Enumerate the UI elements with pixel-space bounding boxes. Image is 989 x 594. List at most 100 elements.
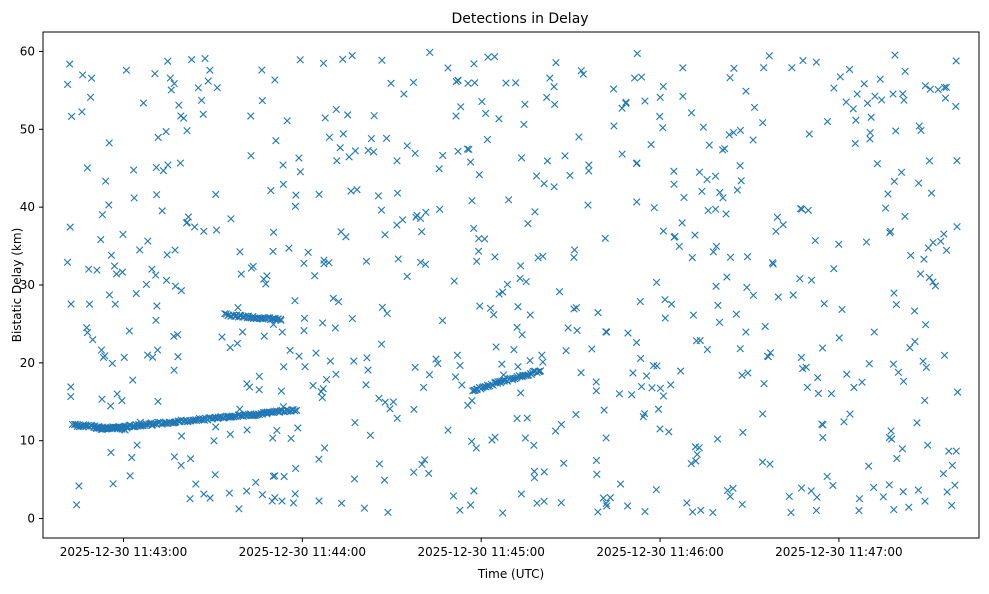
scatter-point (312, 349, 320, 357)
scatter-point (885, 481, 893, 489)
scatter-point (367, 134, 376, 143)
scatter-point (712, 242, 721, 251)
scatter-point (267, 186, 275, 195)
scatter-point (550, 183, 558, 191)
scatter-point (197, 96, 206, 105)
scatter-point (905, 503, 913, 511)
scatter-point (915, 122, 923, 130)
scatter-point (906, 251, 915, 260)
scatter-point (923, 441, 932, 449)
scatter-point (212, 423, 220, 431)
scatter-point (899, 377, 908, 386)
scatter-point (167, 86, 175, 94)
scatter-point (656, 93, 664, 102)
scatter-point (711, 205, 720, 213)
scatter-point (263, 272, 271, 280)
scatter-point (370, 111, 378, 120)
scatter-point (129, 376, 137, 384)
scatter-point (827, 389, 836, 398)
scatter-point (279, 363, 288, 371)
scatter-point (510, 346, 518, 354)
scatter-point (377, 340, 386, 348)
scatter-point (495, 115, 503, 123)
scatter-point (636, 297, 644, 306)
scatter-point (484, 53, 492, 61)
scatter-point (630, 74, 639, 82)
scatter-point (444, 64, 452, 72)
scatter-point (170, 79, 178, 88)
scatter-point (464, 79, 472, 88)
scatter-point (490, 311, 498, 319)
scatter-point (759, 64, 768, 72)
scatter-point (438, 316, 447, 325)
scatter-point (585, 161, 593, 169)
scatter-point (321, 114, 329, 122)
scatter-point (953, 388, 962, 396)
scatter-point (530, 467, 539, 476)
scatter-point (769, 260, 777, 268)
scatter-point (692, 337, 701, 345)
scatter-point (108, 359, 117, 368)
scatter-point (785, 492, 793, 501)
scatter-point (381, 230, 389, 239)
scatter-point (592, 378, 600, 386)
scatter-point (555, 288, 564, 296)
scatter-point (921, 497, 929, 505)
scatter-point (633, 49, 641, 58)
scatter-point (470, 60, 478, 68)
scatter-point (922, 363, 931, 372)
scatter-point (521, 100, 529, 108)
scatter-point (109, 480, 117, 488)
scatter-point (291, 202, 300, 211)
scatter-point (233, 339, 242, 348)
scatter-point (247, 112, 255, 120)
scatter-point (714, 301, 722, 310)
scatter-point (890, 177, 898, 186)
scatter-point (653, 362, 661, 370)
scatter-point (948, 461, 957, 470)
scatter-point (899, 90, 907, 98)
scatter-point (345, 153, 353, 161)
scatter-point (166, 74, 175, 82)
scatter-point (649, 361, 658, 370)
scatter-point (650, 204, 658, 212)
scatter-point (867, 113, 875, 121)
scatter-point (524, 219, 532, 228)
scatter-point (789, 291, 797, 299)
x-tick-label: 2025-12-30 11:45:00 (417, 545, 544, 559)
scatter-point (564, 324, 572, 332)
scatter-point (804, 206, 812, 214)
scatter-point (351, 418, 359, 427)
scatter-point (310, 272, 319, 280)
scatter-point (823, 117, 832, 126)
scatter-point (952, 102, 960, 111)
scatter-point (383, 309, 391, 318)
scatter-point (177, 286, 186, 295)
scatter-point (154, 397, 162, 406)
scatter-point (332, 105, 340, 114)
scatter-point (424, 469, 433, 478)
scatter-point (418, 227, 426, 236)
scatter-point (516, 389, 525, 397)
scatter-point (947, 501, 956, 510)
scatter-point (65, 60, 74, 68)
scatter-point (736, 126, 745, 135)
scatter-point (931, 282, 940, 290)
scatter-point (488, 436, 496, 444)
scatter-point (247, 264, 256, 272)
scatter-point (377, 206, 386, 214)
scatter-point (260, 332, 268, 340)
scatter-point (322, 375, 331, 384)
scatter-point (110, 262, 119, 270)
scatter-point (393, 189, 402, 197)
scatter-point (520, 120, 528, 129)
x-tick-label: 2025-12-30 11:44:00 (239, 545, 366, 559)
scatter-point (703, 175, 711, 184)
scatter-point (860, 80, 868, 88)
scatter-point (687, 109, 696, 117)
scatter-point (846, 410, 854, 418)
scatter-point (162, 127, 170, 136)
scatter-point (526, 356, 534, 365)
scatter-point (153, 302, 161, 310)
scatter-point (522, 277, 530, 286)
